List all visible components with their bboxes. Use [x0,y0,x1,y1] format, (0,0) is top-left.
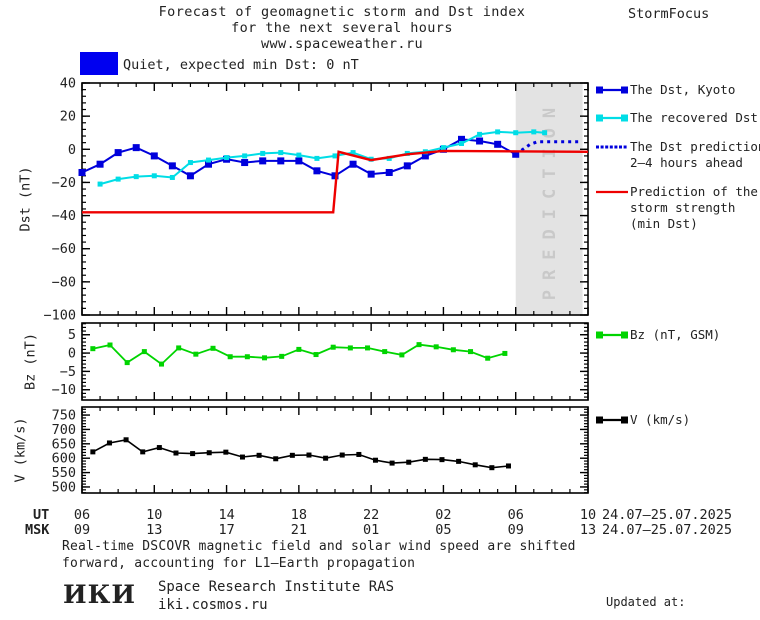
svg-text:The Dst prediction: The Dst prediction [630,139,760,154]
prediction-zone [515,83,583,315]
svg-text:22: 22 [363,507,379,523]
svg-text:09: 09 [508,522,524,538]
svg-text:24.07–25.07.2025: 24.07–25.07.2025 [602,507,732,523]
page-title: Forecast of geomagnetic storm and Dst in… [80,4,604,52]
legend-dst-0: The Dst, Kyoto [596,82,735,97]
svg-text:−60: −60 [52,241,76,257]
institute-website: iki.cosmos.ru [158,597,268,613]
svg-text:17: 17 [218,522,234,538]
svg-text:5: 5 [68,327,76,343]
svg-text:The Dst, Kyoto: The Dst, Kyoto [630,82,735,97]
panel-dst: 40 20 0 −20 −40 −60 −80 −100 Dst (nT) The Dst, Ky… [18,76,760,324]
institute-name: Space Research Institute RAS [158,579,395,595]
series-v [92,438,509,469]
legend-dst-1: The recovered Dst [596,110,758,125]
svg-text:13: 13 [580,522,596,538]
svg-text:550: 550 [52,465,76,481]
svg-text:20: 20 [60,109,76,125]
svg-text:21: 21 [291,522,307,538]
prediction-watermark: PREDICTION [540,98,560,300]
series-recovered-dst [99,130,545,186]
title-line-1: Forecast of geomagnetic storm and Dst in… [158,4,526,20]
ylabel-v: V (km/s) [13,417,29,482]
svg-text:−100: −100 [43,308,76,324]
updated-label: Updated at: [606,595,686,609]
footnote: Real-time DSCOVR magnetic field and sola… [62,539,576,572]
status-label: Quiet, expected min Dst: 0 nT [123,57,359,73]
footnote-line-1: Real-time DSCOVR magnetic field and sola… [62,539,576,554]
svg-text:−10: −10 [52,382,76,398]
ylabel-bz: Bz (nT) [23,333,39,390]
svg-text:18: 18 [291,507,307,523]
panel-bz: 5 0 −5 −10 Bz (nT) Bz (nT, GSM) [23,322,720,401]
svg-text:UT: UT [33,507,49,523]
svg-text:MSK: MSK [25,522,50,538]
svg-text:−80: −80 [52,274,76,290]
legend-v-0: V (km/s) [596,412,690,427]
svg-text:Bz (nT, GSM): Bz (nT, GSM) [630,327,720,342]
svg-text:storm strength: storm strength [630,200,735,215]
svg-text:700: 700 [52,422,76,438]
iki-logo: ИКИ [63,580,136,609]
svg-text:01: 01 [363,522,379,538]
brand-stormfocus: StormFocus [628,6,710,22]
svg-text:The recovered Dst: The recovered Dst [630,110,758,125]
svg-text:−20: −20 [52,175,76,191]
title-line-2: for the next several hours [231,20,453,36]
svg-text:06: 06 [74,507,90,523]
svg-text:13: 13 [146,522,162,538]
series-storm-strength [82,149,589,214]
svg-text:40: 40 [60,76,76,92]
updated-block: Updated at: UT 06:05, 25.07.2025 MSK 09:… [606,561,758,620]
svg-text:09: 09 [74,522,90,538]
svg-text:−40: −40 [52,208,76,224]
site-url: www.spaceweather.ru [260,36,424,52]
svg-text:06: 06 [508,507,524,523]
storm-level-swatch [80,52,118,75]
svg-text:05: 05 [435,522,451,538]
legend-bz-0: Bz (nT, GSM) [596,327,720,342]
svg-text:−5: −5 [60,364,76,380]
svg-text:2–4 hours ahead: 2–4 hours ahead [630,155,743,170]
svg-text:24.07–25.07.2025: 24.07–25.07.2025 [602,522,732,538]
svg-text:600: 600 [52,451,76,467]
svg-text:500: 500 [52,479,76,495]
footnote-line-2: forward, accounting for L1–Earth propaga… [62,555,416,571]
svg-text:V (km/s): V (km/s) [630,412,690,427]
svg-text:650: 650 [52,436,76,452]
ylabel-dst: Dst (nT) [18,166,34,231]
svg-text:0: 0 [68,142,76,158]
svg-text:10: 10 [146,507,162,523]
svg-text:0: 0 [68,346,76,362]
svg-text:02: 02 [435,507,451,523]
svg-text:10: 10 [580,507,596,523]
svg-text:Prediction of the: Prediction of the [630,184,758,199]
svg-text:14: 14 [218,507,234,523]
svg-text:750: 750 [52,408,76,424]
svg-text:(min Dst): (min Dst) [630,216,698,231]
